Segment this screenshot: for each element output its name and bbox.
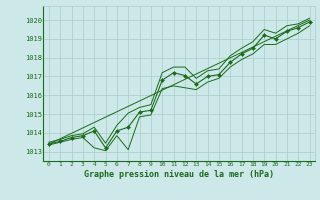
X-axis label: Graphe pression niveau de la mer (hPa): Graphe pression niveau de la mer (hPa)	[84, 170, 274, 179]
